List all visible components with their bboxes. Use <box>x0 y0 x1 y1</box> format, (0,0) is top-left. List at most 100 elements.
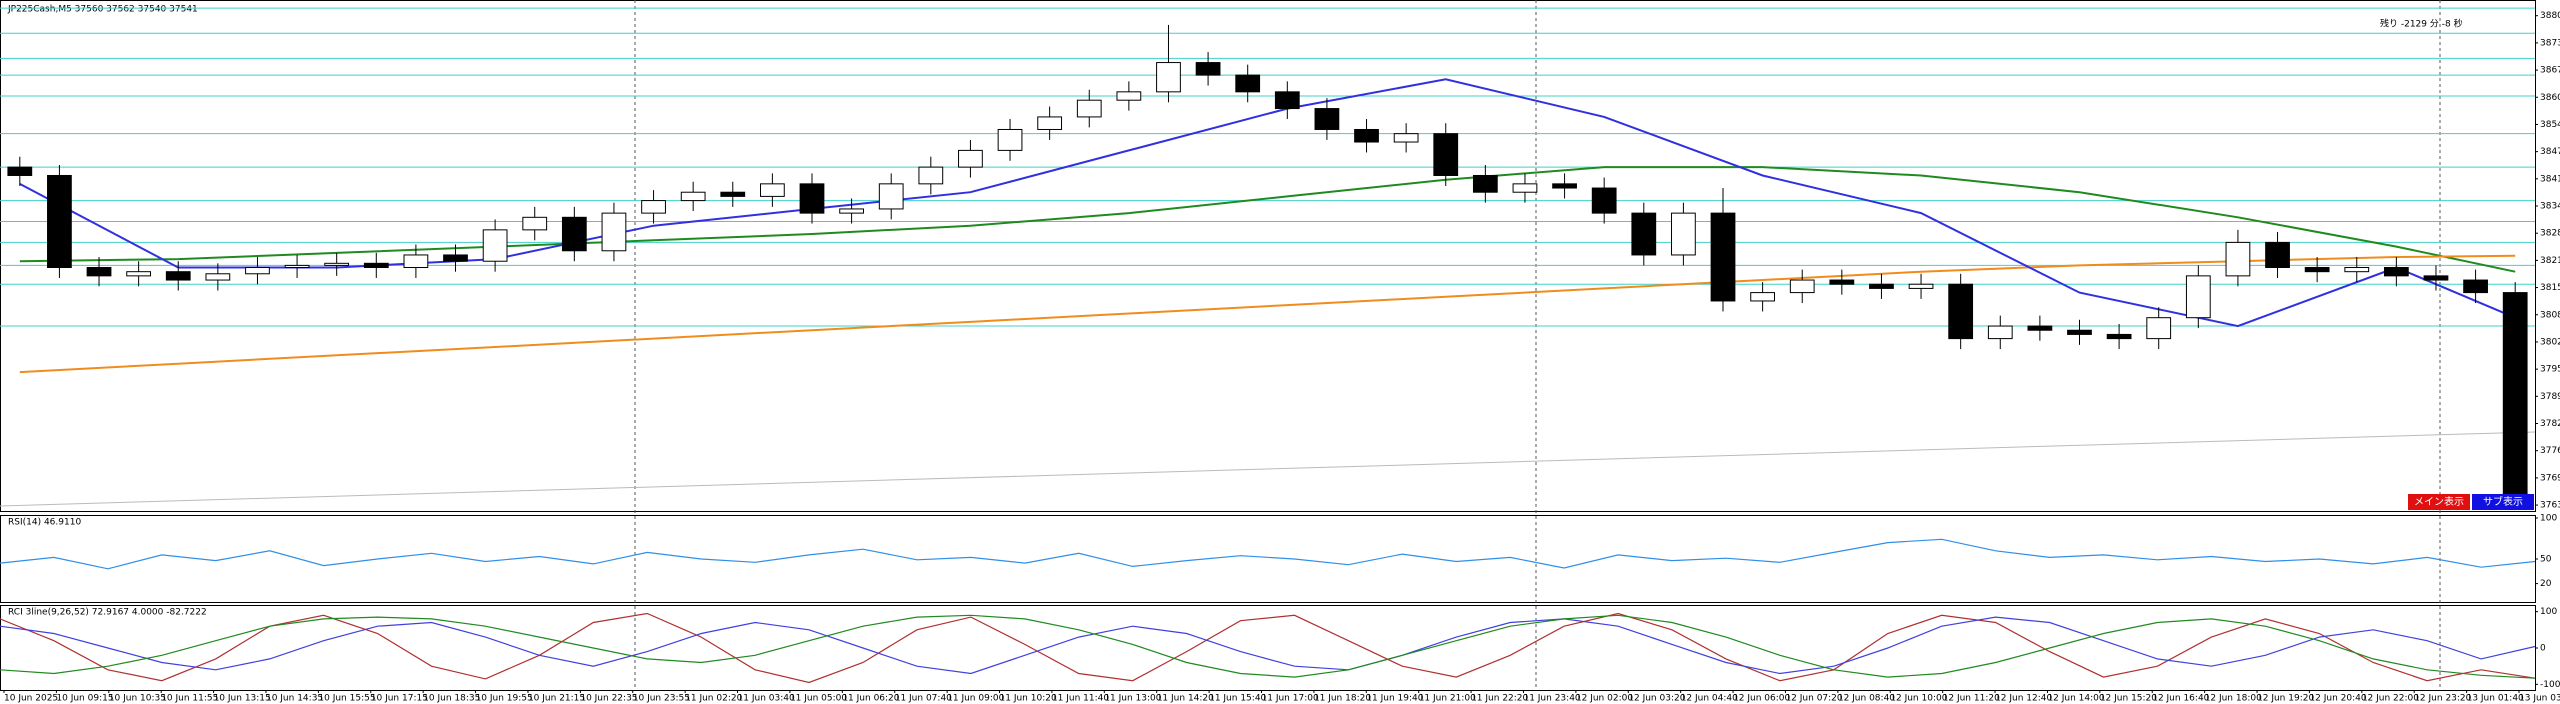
candle-body <box>403 254 429 269</box>
x-tick-label: 10 Jun 19:55 <box>476 694 533 704</box>
y-tick-label: 38347 <box>2540 202 2560 212</box>
y-tick-label: 37957 <box>2540 365 2560 375</box>
candle-body <box>284 264 310 269</box>
candle-body <box>2225 241 2251 277</box>
candle-body <box>363 262 389 269</box>
moving-average <box>19 166 2516 273</box>
day-separators <box>634 0 2441 690</box>
button[interactable] <box>2472 494 2534 510</box>
candle-body <box>2185 275 2211 319</box>
candle-body <box>1235 74 1261 93</box>
candle-body <box>1671 212 1696 256</box>
candle-body <box>2106 333 2132 340</box>
candle-body <box>522 216 548 231</box>
button-label[interactable]: メイン表示 <box>2414 495 2464 508</box>
x-tick-label: 12 Jun 06:00 <box>1733 694 1790 704</box>
y-tick-label: 38607 <box>2540 93 2560 103</box>
candle-body <box>443 254 468 262</box>
candle-body <box>2265 241 2290 269</box>
x-tick-label: 10 Jun 15:55 <box>318 694 375 704</box>
y-tick-label: 37632 <box>2540 501 2560 511</box>
y-tick-label: 50 <box>2540 555 2552 565</box>
candle-body <box>2146 317 2172 340</box>
y-tick-label: 100 <box>2540 514 2557 524</box>
candle-body <box>7 166 33 176</box>
candle-body <box>561 216 587 252</box>
indicator-line <box>0 614 2536 679</box>
candle-body <box>165 271 191 281</box>
x-tick-label: 11 Jun 19:40 <box>1366 694 1423 704</box>
x-tick-label: 10 Jun 23:55 <box>633 694 690 704</box>
x-tick-label: 10 Jun 21:15 <box>528 694 585 704</box>
candle-body <box>720 191 746 197</box>
chart-title: JP225Cash,M5 37560 37562 37540 37541 <box>7 5 198 15</box>
x-tick-label: 10 Jun 09:15 <box>56 694 113 704</box>
candle-body <box>2423 275 2449 281</box>
candle-body <box>997 128 1023 151</box>
x-tick-label: 12 Jun 18:00 <box>2205 694 2262 704</box>
x-tick-label: 11 Jun 17:00 <box>1262 694 1319 704</box>
y-tick-label: 38152 <box>2540 283 2560 293</box>
x-tick-label: 11 Jun 05:00 <box>790 694 847 704</box>
candle-body <box>1552 183 1577 189</box>
x-tick-label: 10 Jun 10:35 <box>109 694 166 704</box>
x-tick-label: 12 Jun 02:00 <box>1576 694 1633 704</box>
x-tick-label: 12 Jun 22:00 <box>2362 694 2419 704</box>
y-tick-label: 38412 <box>2540 174 2560 184</box>
x-tick-label: 12 Jun 15:20 <box>2100 694 2157 704</box>
trend-line <box>0 431 2536 507</box>
candle-body <box>1274 91 1300 110</box>
candle-body <box>2067 329 2092 335</box>
candle-body <box>601 212 627 252</box>
candle-body <box>799 183 825 214</box>
x-tick-label: 10 Jun 13:15 <box>214 694 271 704</box>
candle-body <box>205 273 231 281</box>
candle-body <box>2383 267 2409 277</box>
x-tick-label: 11 Jun 09:00 <box>947 694 1004 704</box>
candle-body <box>1195 62 1221 76</box>
x-tick-label: 12 Jun 23:20 <box>2414 694 2471 704</box>
button-label[interactable]: サブ表示 <box>2483 495 2523 508</box>
x-tick-label: 11 Jun 21:00 <box>1419 694 1476 704</box>
candle-body <box>2344 267 2370 273</box>
candle-body <box>245 267 270 275</box>
x-tick-label: 10 Jun 2025 <box>4 694 58 704</box>
x-tick-label: 11 Jun 10:20 <box>1000 694 1057 704</box>
x-tick-label: 12 Jun 19:20 <box>2257 694 2314 704</box>
candle-body <box>958 149 983 168</box>
candle-body <box>1314 108 1340 130</box>
y-tick-label: 38737 <box>2540 38 2560 48</box>
candle-body <box>680 191 706 202</box>
candle-body <box>2463 279 2488 294</box>
x-tick-label: 12 Jun 16:40 <box>2152 694 2209 704</box>
y-tick-label: 0 <box>2540 644 2546 654</box>
indicator-line <box>0 616 2536 675</box>
candle-body <box>878 183 904 210</box>
candle-body <box>1354 128 1379 143</box>
main-panel <box>0 0 2536 512</box>
candle-body <box>641 200 666 214</box>
candle-body <box>760 183 785 197</box>
candle-body <box>918 166 944 185</box>
x-tick-label: 10 Jun 22:35 <box>580 694 637 704</box>
y-tick-label: 38282 <box>2540 229 2560 239</box>
button[interactable] <box>2408 494 2470 510</box>
countdown: 残り -2129 分 -8 秒 <box>2380 18 2463 30</box>
y-tick-label: 37697 <box>2540 473 2560 483</box>
candle-body <box>839 208 864 214</box>
candle-body <box>1869 283 1894 289</box>
x-tick-label: 10 Jun 17:15 <box>371 694 428 704</box>
x-tick-label: 11 Jun 23:40 <box>1523 694 1580 704</box>
indicator-line <box>0 612 2536 684</box>
candle-body <box>324 262 350 266</box>
candle-body <box>86 267 112 277</box>
candle-body <box>47 174 72 269</box>
candle-body <box>1829 279 1855 285</box>
candle-body <box>1789 279 1815 294</box>
x-tick-label: 12 Jun 07:20 <box>1785 694 1842 704</box>
candle-body <box>1472 174 1498 193</box>
candle-body <box>1908 283 1934 289</box>
rsi-title: RSI(14) 46.9110 <box>8 518 81 528</box>
x-tick-label: 12 Jun 10:00 <box>1890 694 1947 704</box>
x-tick-label: 11 Jun 14:20 <box>1157 694 1214 704</box>
